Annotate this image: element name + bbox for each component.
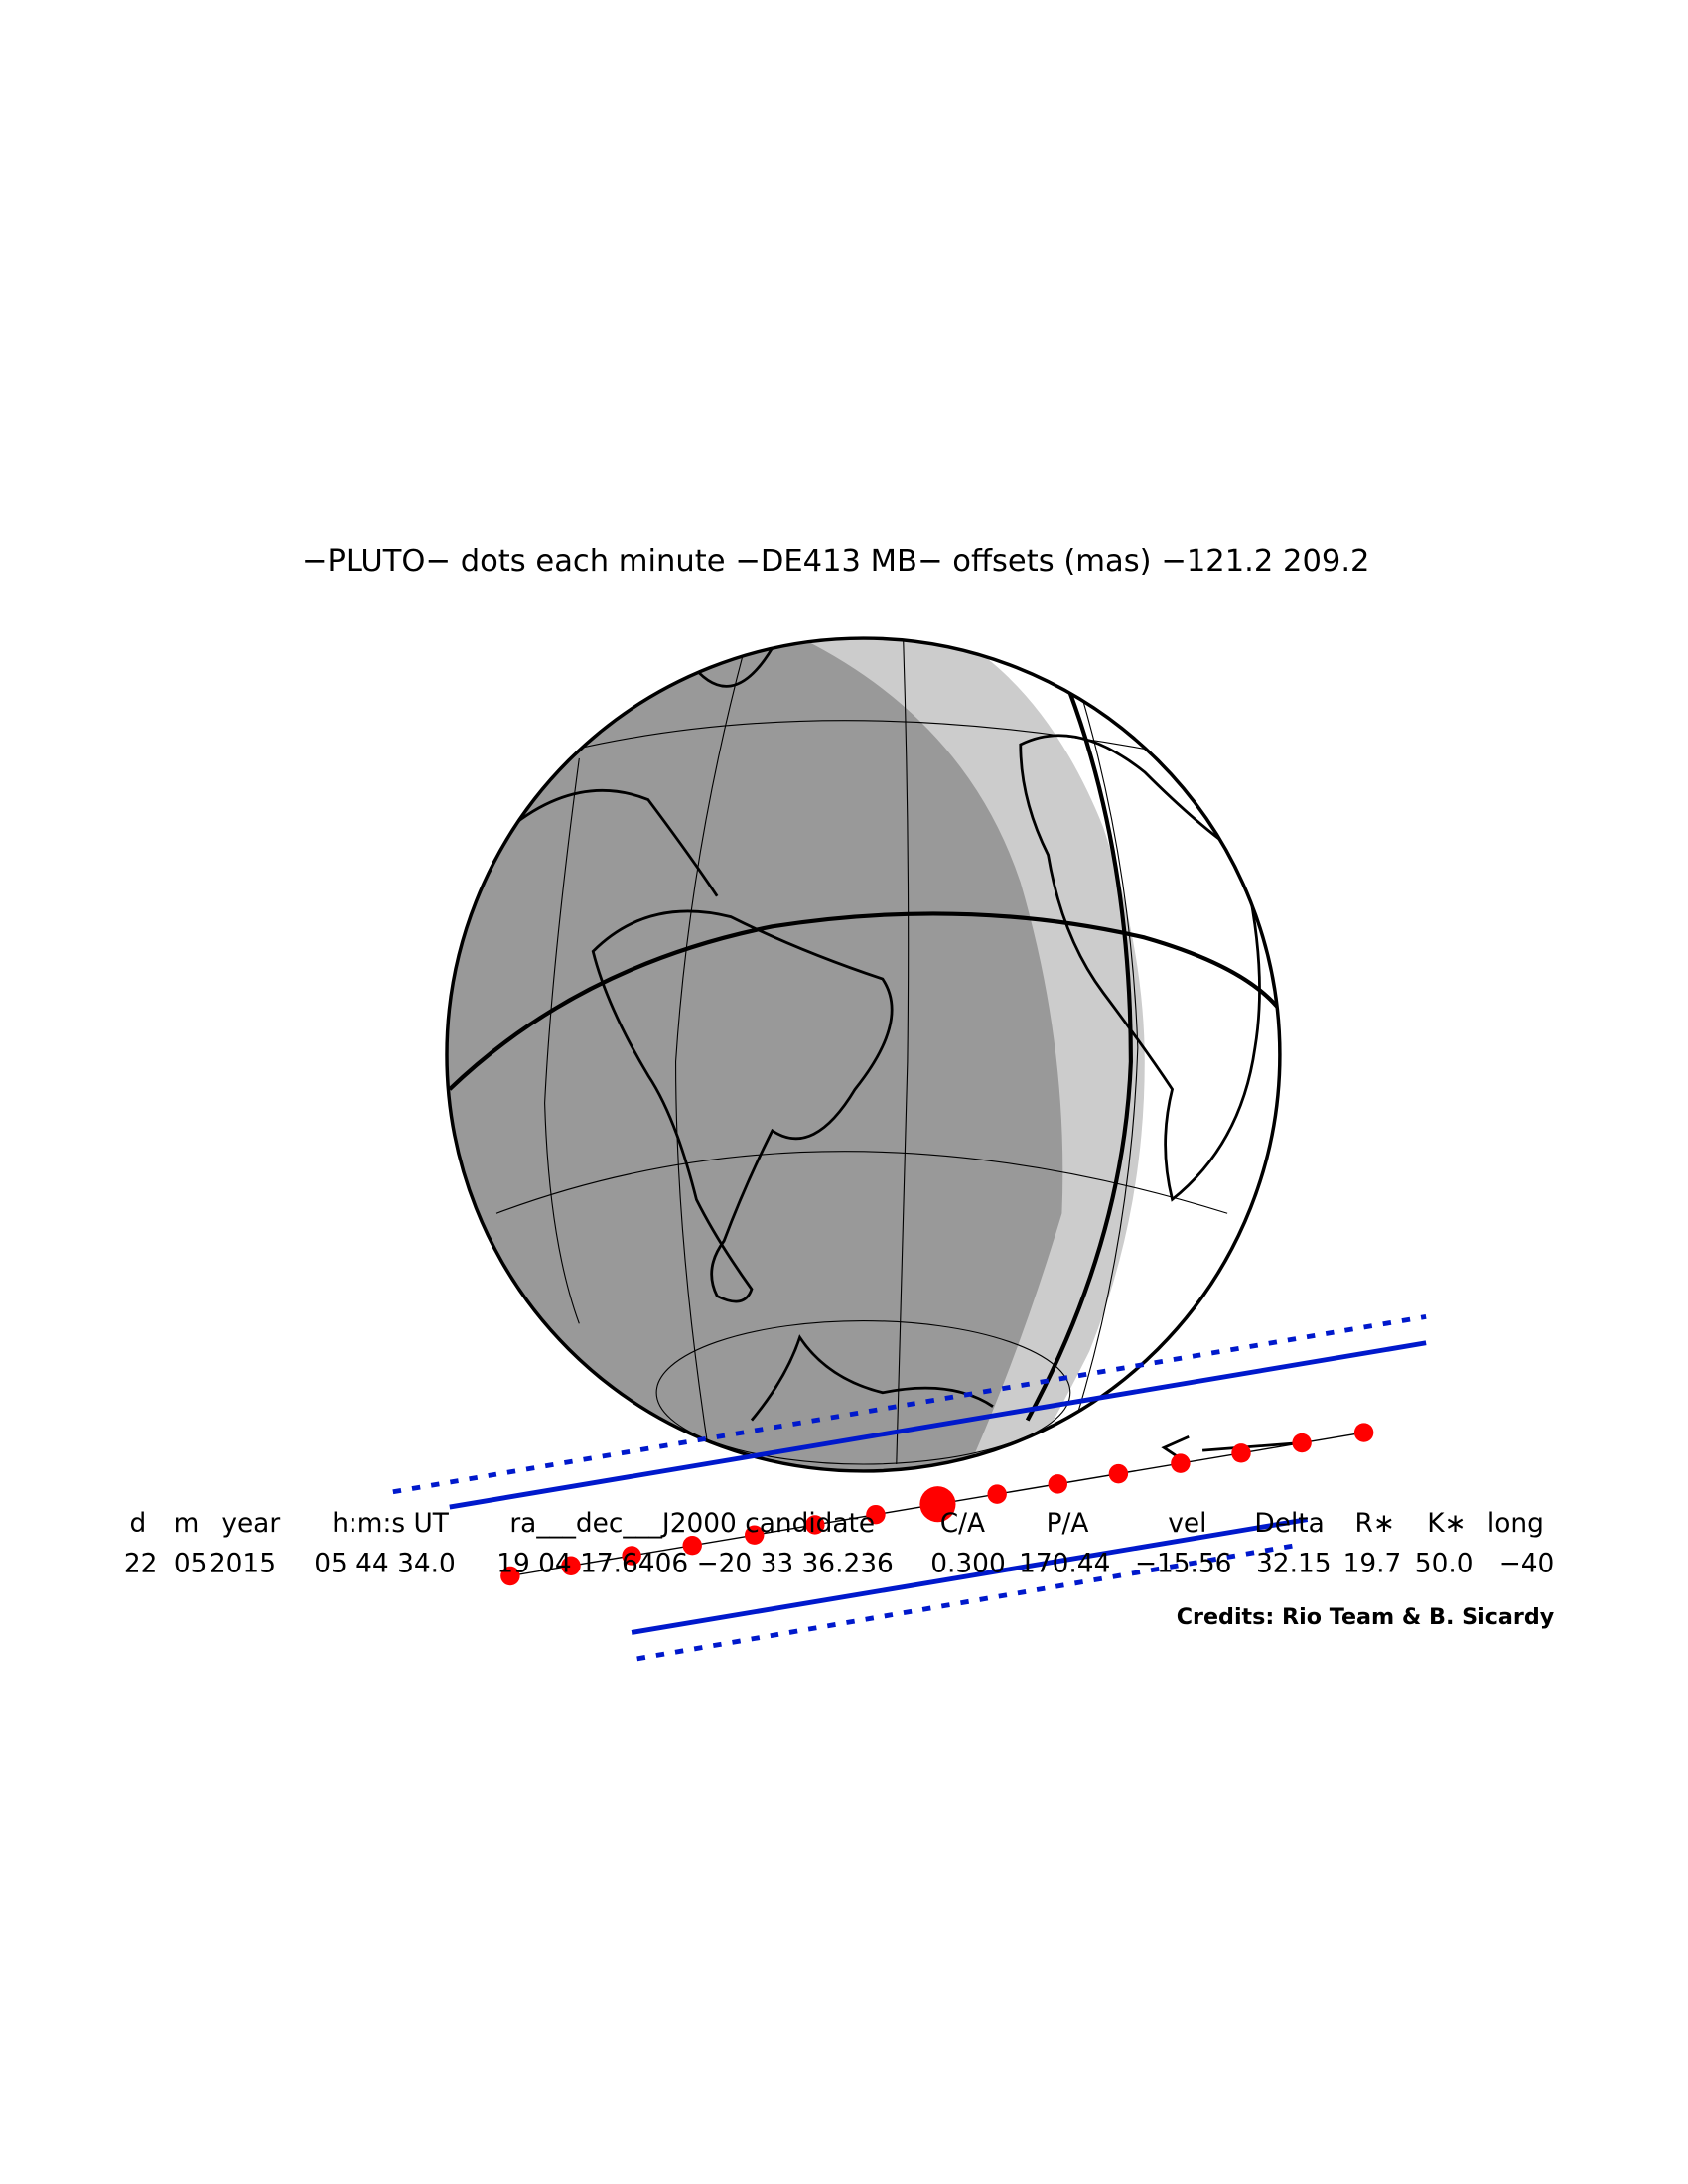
dot (1048, 1474, 1067, 1494)
cell: 19.7 (1343, 1549, 1402, 1578)
dot (866, 1504, 886, 1525)
dot (1231, 1443, 1251, 1463)
cell: −15.56 (1135, 1549, 1232, 1578)
dot (805, 1515, 825, 1535)
dot (1353, 1423, 1374, 1442)
dot (500, 1566, 520, 1586)
dot (622, 1546, 641, 1566)
credits: Credits: Rio Team & B. Sicardy (1177, 1604, 1555, 1630)
column-header: h:m:s UT (332, 1509, 450, 1539)
column-header: R∗ (1355, 1509, 1395, 1539)
column-header: Delta (1254, 1509, 1324, 1539)
cell: 2015 (210, 1549, 276, 1578)
column-header: m (174, 1509, 200, 1539)
cell: 0.300 (930, 1549, 1006, 1578)
cell: 32.15 (1256, 1549, 1332, 1578)
dot (919, 1486, 956, 1523)
cell: 22 (124, 1549, 158, 1578)
column-header: ra___dec___J2000 candidate (509, 1509, 875, 1539)
event-table: d m year h:m:s UT ra___dec___J2000 candidate… (124, 1509, 1554, 1578)
column-header: C/A (940, 1509, 985, 1539)
minute-dots (500, 1423, 1374, 1586)
cell: 19 04 17.6406 −20 33 36.236 (496, 1549, 894, 1578)
dot (1292, 1433, 1312, 1453)
column-header: K∗ (1427, 1509, 1466, 1539)
globe (445, 636, 1282, 1473)
column-header: P/A (1047, 1509, 1089, 1539)
cell: 170.44 (1019, 1549, 1110, 1578)
column-header: year (221, 1509, 280, 1539)
cell: 05 (174, 1549, 208, 1578)
column-header: long (1487, 1509, 1544, 1539)
dot (1108, 1463, 1129, 1484)
dot (745, 1525, 765, 1545)
cell: 50.0 (1415, 1549, 1474, 1578)
title: −PLUTO− dots each minute −DE413 MB− offs… (302, 544, 1370, 579)
cell: 05 44 34.0 (314, 1549, 456, 1578)
dot (561, 1556, 581, 1575)
dot (682, 1535, 702, 1556)
dot (987, 1484, 1007, 1504)
dot (1171, 1453, 1191, 1473)
column-header: d (130, 1509, 147, 1539)
cell: −40 (1499, 1549, 1555, 1578)
column-header: vel (1168, 1509, 1206, 1539)
shadow-path (392, 1313, 1427, 1662)
